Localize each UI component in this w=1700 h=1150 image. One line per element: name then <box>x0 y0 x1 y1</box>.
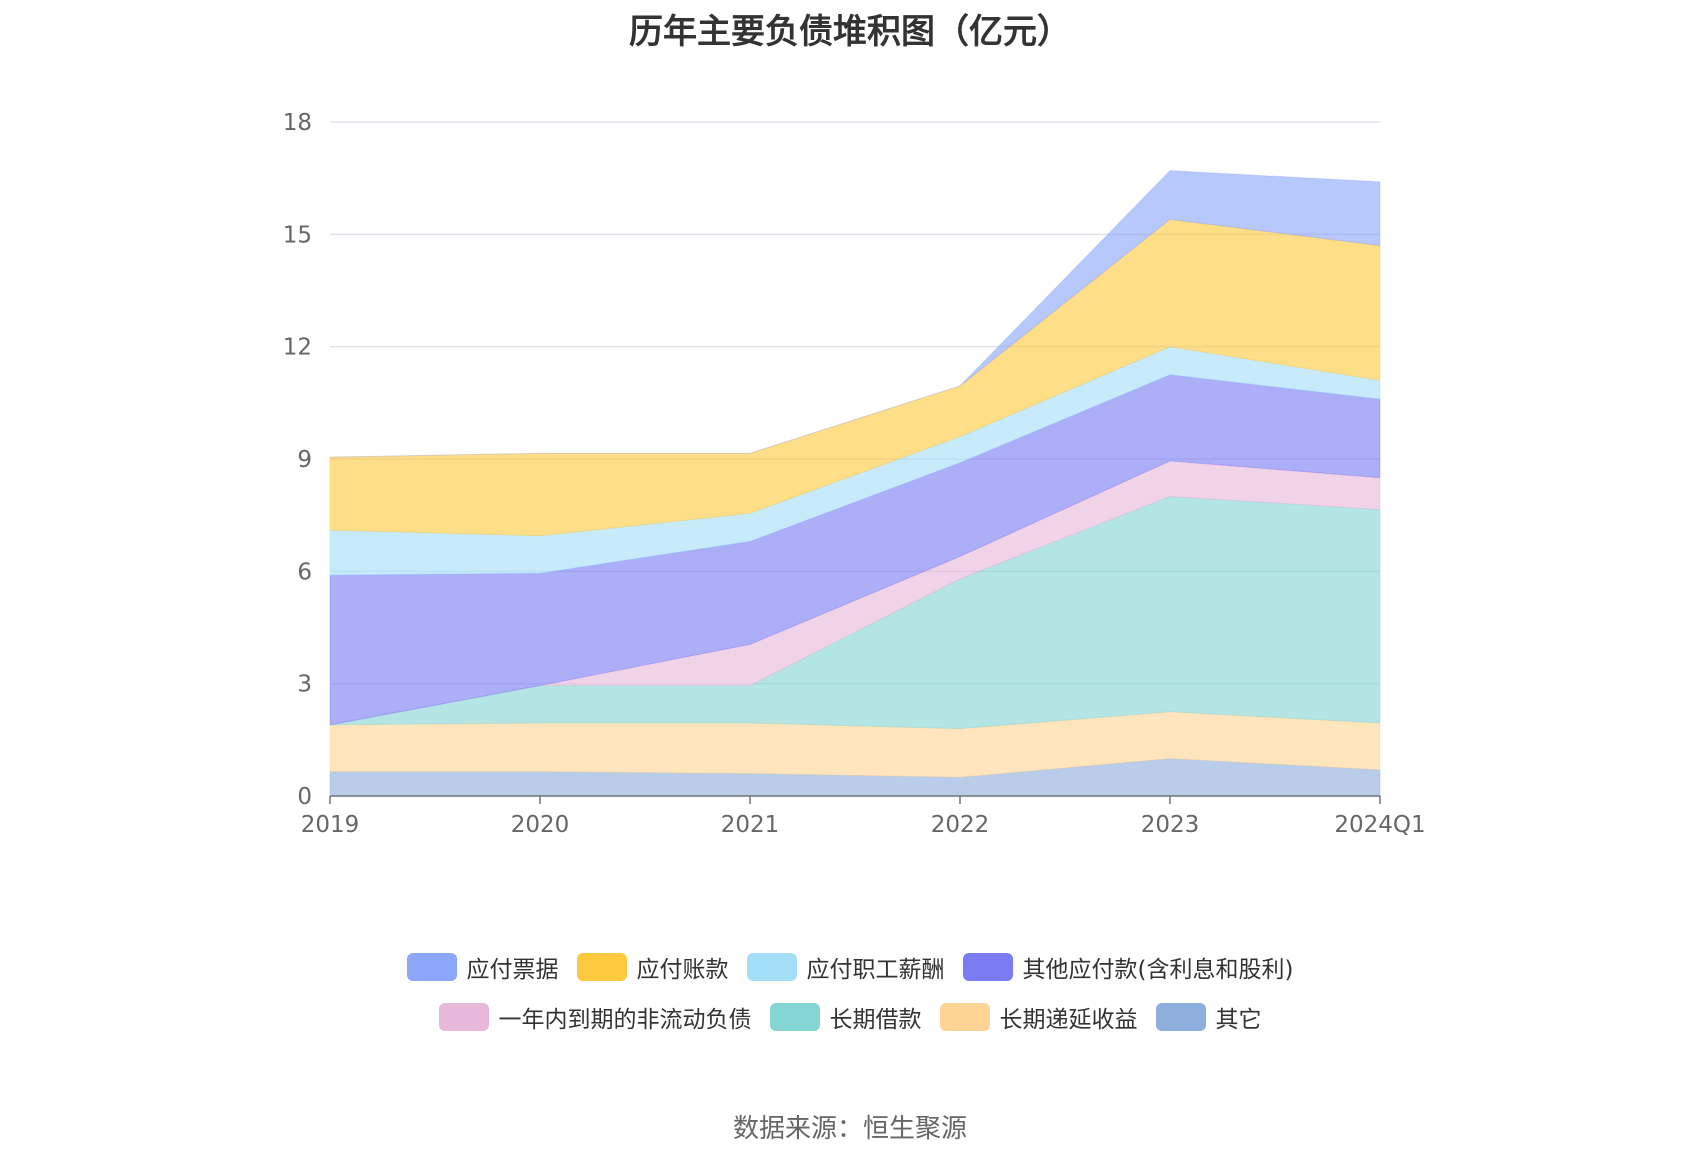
legend-label: 应付职工薪酬 <box>806 957 945 983</box>
x-tick-label: 2019 <box>301 812 360 838</box>
area-series <box>329 218 1381 537</box>
legend-row-1: 应付票据 应付账款 应付职工薪酬 其他应付款(含利息和股利) <box>0 950 1700 984</box>
legend-label: 应付票据 <box>466 957 559 983</box>
area-series-group <box>329 170 1381 797</box>
area-series <box>329 460 1381 726</box>
x-tick-label: 2024Q1 <box>1334 812 1425 838</box>
legend-swatch <box>962 953 1013 981</box>
legend-label: 长期递延收益 <box>999 1007 1138 1033</box>
data-source-note: 数据来源：恒生聚源 <box>732 1114 967 1144</box>
y-tick-label: 6 <box>297 559 312 585</box>
area-series <box>329 170 1381 458</box>
y-tick-label: 18 <box>283 110 312 136</box>
legend-item-long-term-loans[interactable]: 长期借款 <box>769 1000 922 1034</box>
legend-item-notes-payable[interactable]: 应付票据 <box>406 950 559 984</box>
legend-item-accounts-payable[interactable]: 应付账款 <box>576 950 729 984</box>
legend-item-current-portion-noncurrent[interactable]: 一年内到期的非流动负债 <box>438 1000 752 1034</box>
legend-item-others[interactable]: 其它 <box>1155 1000 1262 1034</box>
legend-swatch <box>939 1003 990 1031</box>
chart-title: 历年主要负债堆积图（亿元） <box>629 12 1071 52</box>
x-tick-label: 2020 <box>511 812 570 838</box>
y-tick-label: 12 <box>283 335 312 361</box>
x-tick-label: 2022 <box>931 812 990 838</box>
legend: 应付票据 应付账款 应付职工薪酬 其他应付款(含利息和股利) 一年内到期的非流动… <box>0 950 1700 1050</box>
legend-item-other-payables[interactable]: 其他应付款(含利息和股利) <box>962 950 1294 984</box>
legend-label: 长期借款 <box>829 1007 922 1033</box>
legend-swatch <box>769 1003 820 1031</box>
y-tick-label: 15 <box>283 222 312 248</box>
area-series <box>329 374 1381 726</box>
x-tick-label: 2023 <box>1141 812 1200 838</box>
y-tick-label: 3 <box>297 672 312 698</box>
legend-label: 其它 <box>1215 1007 1262 1033</box>
legend-row-2: 一年内到期的非流动负债 长期借款 长期递延收益 其它 <box>0 1000 1700 1034</box>
legend-label: 一年内到期的非流动负债 <box>498 1007 752 1033</box>
legend-item-payroll-payable[interactable]: 应付职工薪酬 <box>746 950 945 984</box>
legend-item-deferred-income[interactable]: 长期递延收益 <box>939 1000 1138 1034</box>
area-series <box>329 495 1381 730</box>
y-tick-label: 0 <box>297 784 312 810</box>
legend-swatch <box>576 953 627 981</box>
legend-label: 其他应付款(含利息和股利) <box>1022 957 1294 983</box>
x-tick-label: 2021 <box>721 812 780 838</box>
legend-swatch <box>438 1003 489 1031</box>
legend-swatch <box>1155 1003 1206 1031</box>
axes: 0 3 6 9 12 15 18 2019 2020 2021 2022 2023 2024Q1 <box>283 110 1426 838</box>
legend-swatch <box>746 953 797 981</box>
y-tick-label: 9 <box>297 447 312 473</box>
legend-label: 应付账款 <box>636 957 729 983</box>
legend-swatch <box>406 953 457 981</box>
